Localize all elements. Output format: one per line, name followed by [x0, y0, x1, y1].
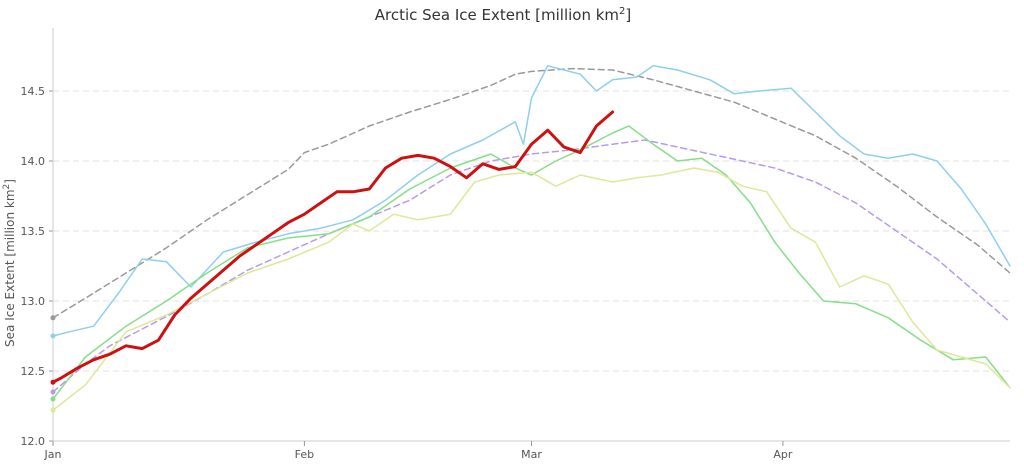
y-axis-label: Sea Ice Extent [million km2] [2, 179, 17, 347]
series-line-3 [52, 125, 1011, 400]
gridlines [53, 90, 1010, 372]
x-tick-label: Mar [521, 448, 542, 461]
y-axis-label-end: ] [3, 179, 17, 184]
chart-title-sup: 2 [619, 6, 625, 17]
x-tick-label: Feb [295, 448, 314, 461]
series-line-1 [52, 139, 1011, 393]
series-start-marker [50, 315, 56, 321]
chart-title-text: Arctic Sea Ice Extent [million km [375, 6, 619, 24]
series-start-marker [50, 333, 56, 339]
x-tick-label: Apr [773, 448, 793, 461]
chart-title: Arctic Sea Ice Extent [million km2] [375, 6, 632, 24]
x-tick-label: Jan [44, 448, 62, 461]
y-tick-label: 13.0 [21, 295, 46, 308]
series-group [50, 65, 1011, 413]
y-axis-label-text: Sea Ice Extent [million km [3, 189, 17, 347]
series-start-marker [50, 389, 56, 395]
series-line-2 [52, 65, 1011, 337]
axes: 12.0 12.5 13.0 13.5 14.0 14.5 Jan Feb Mar Apr [21, 28, 1010, 461]
y-tick-label: 12.0 [21, 435, 46, 448]
y-tick-label: 14.5 [21, 85, 46, 98]
series-start-marker [50, 396, 56, 402]
series-start-marker [50, 379, 56, 385]
chart-title-end: ] [625, 6, 631, 24]
y-axis-label-sup: 2 [2, 184, 12, 190]
y-tick-label: 12.5 [21, 365, 46, 378]
y-tick-label: 13.5 [21, 225, 46, 238]
y-tick-label: 14.0 [21, 155, 46, 168]
series-line-5 [51, 110, 615, 384]
series-start-marker [50, 407, 56, 413]
series-line-4 [52, 167, 1011, 411]
